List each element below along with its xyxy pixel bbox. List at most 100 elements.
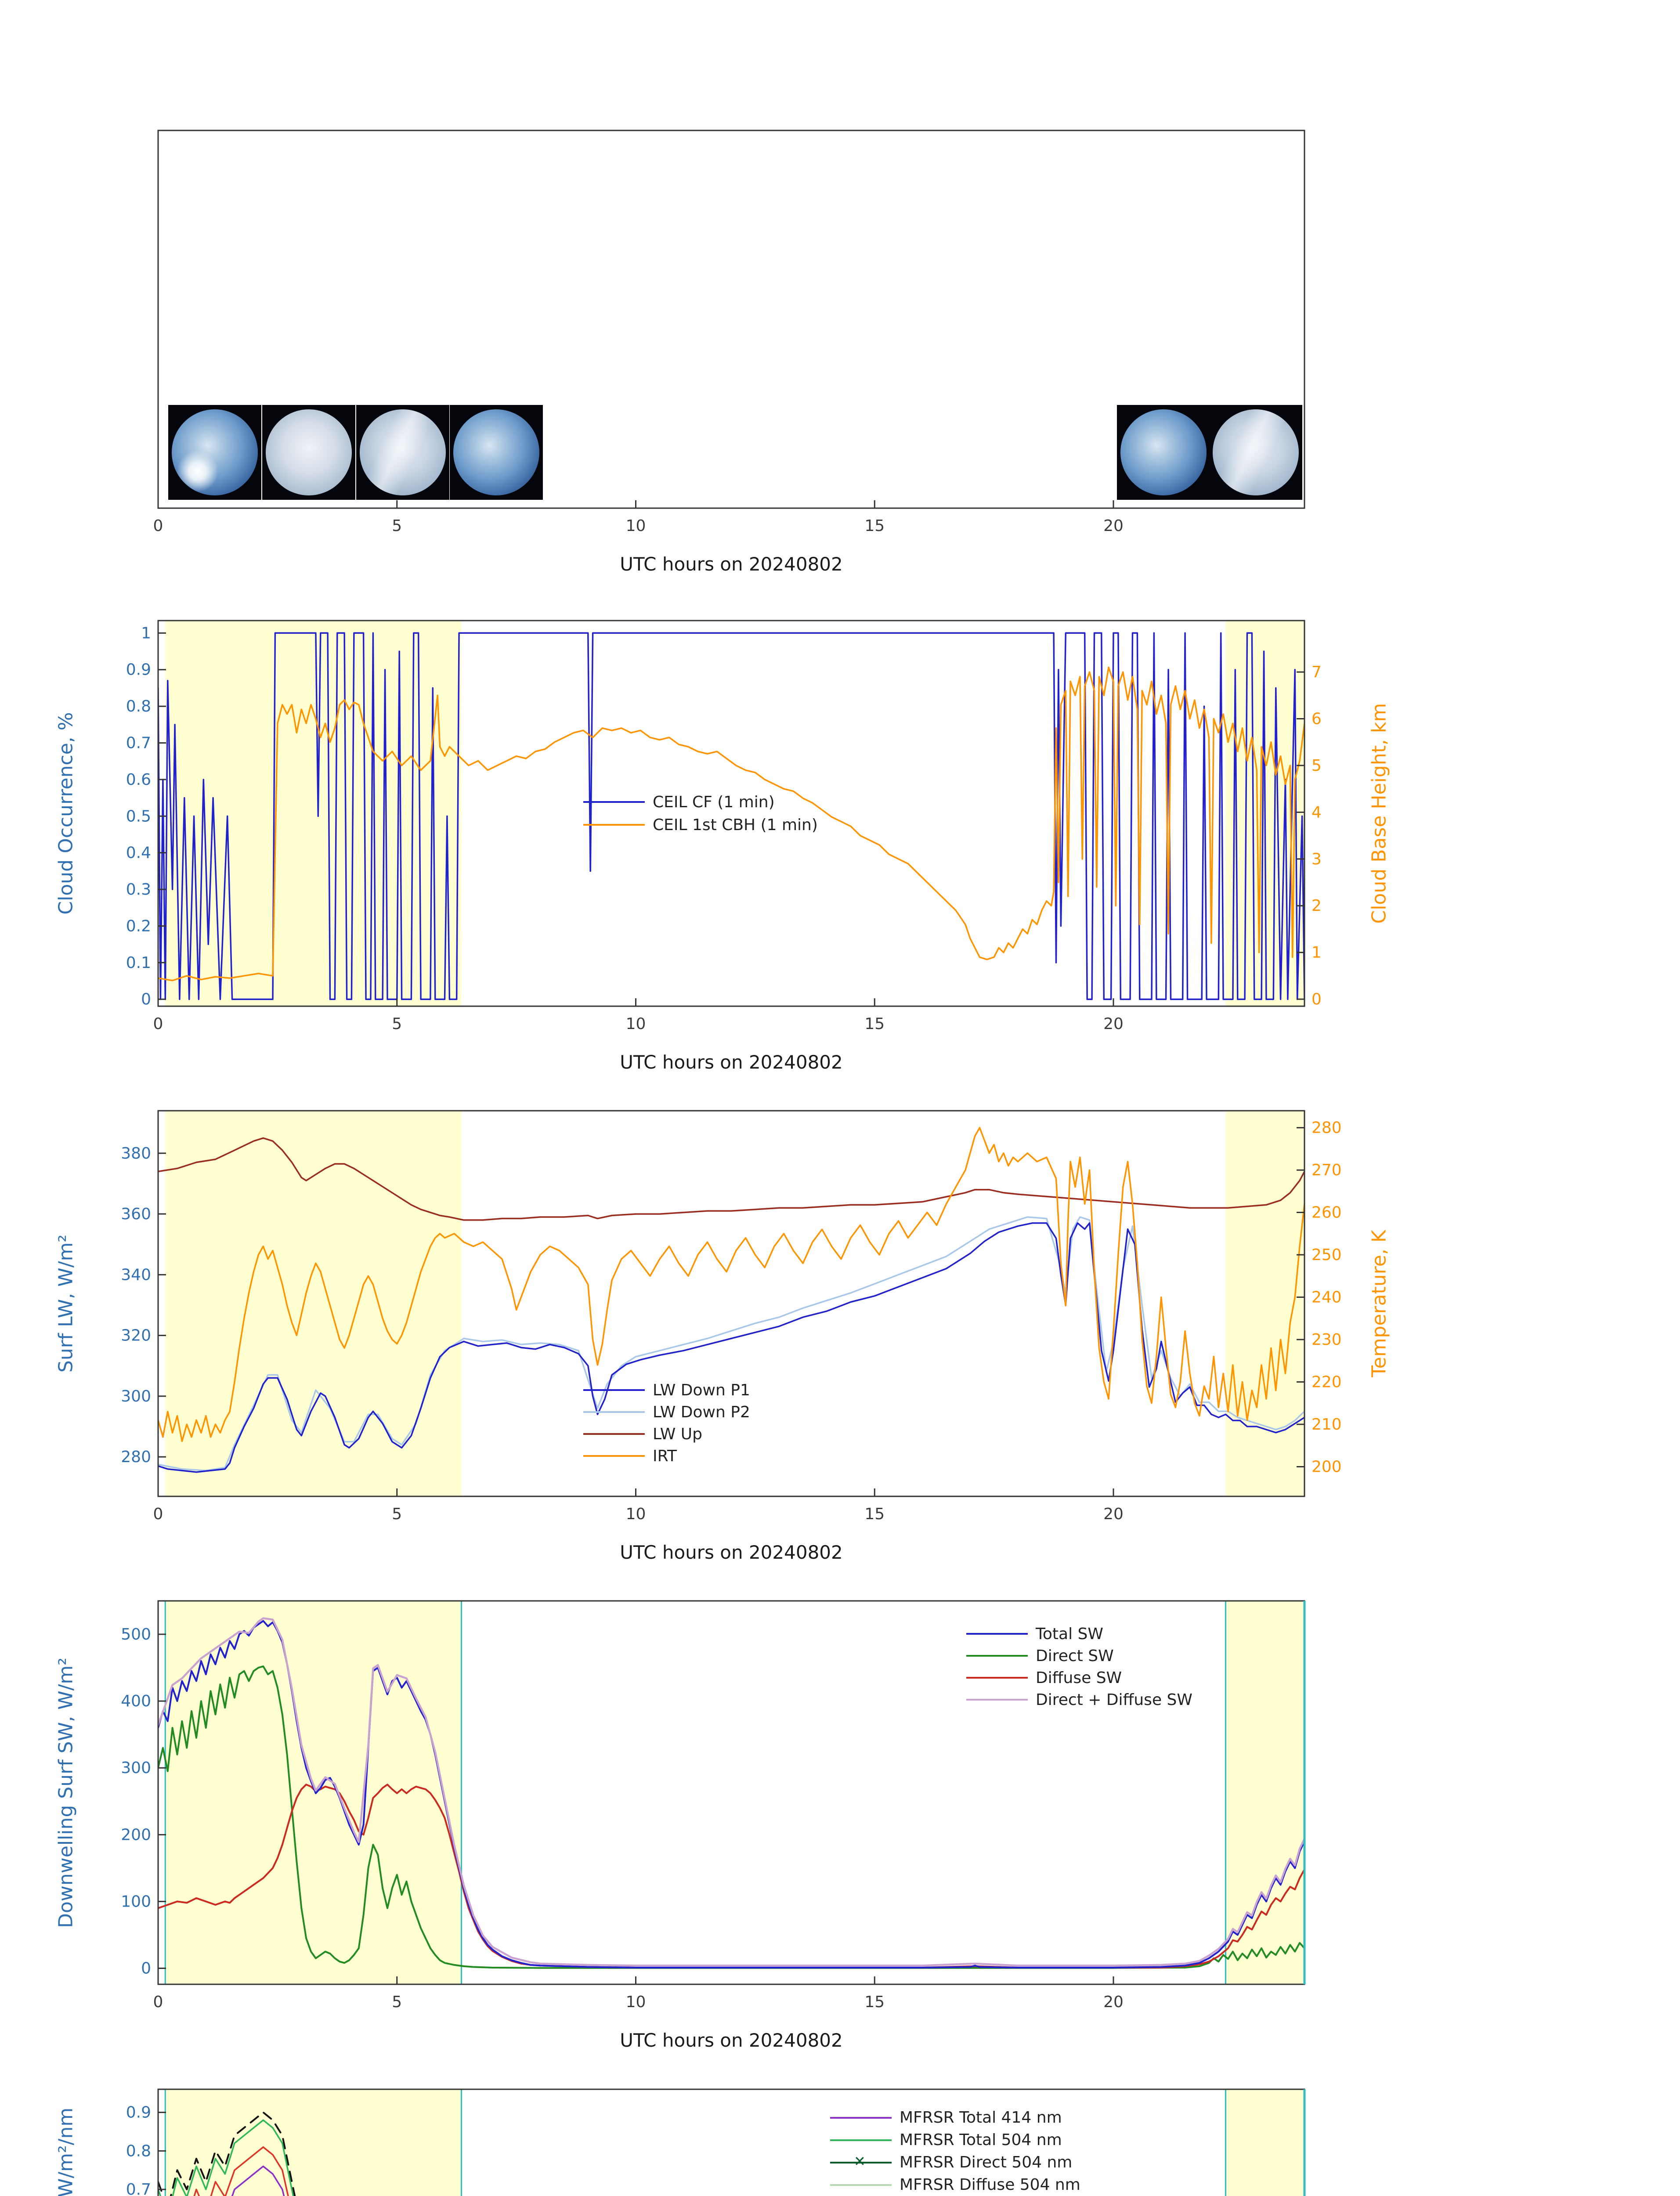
y-axis-label: Downwelling Surf SW, W/m² (54, 1657, 77, 1928)
x-tick-label: 10 (626, 517, 646, 535)
legend-line-sample (966, 1633, 1028, 1635)
y2-tick-label: 7 (1311, 663, 1322, 681)
x-tick-label: 10 (626, 1015, 646, 1033)
x-axis-label: UTC hours on 20240802 (620, 2030, 843, 2051)
legend-label: Diffuse SW (1036, 1669, 1122, 1687)
daylight-shade-band (1225, 1601, 1304, 1984)
legend-label: Direct SW (1036, 1647, 1114, 1665)
plot-box (157, 620, 1305, 1007)
legend-label: Total SW (1036, 1625, 1103, 1643)
x-tick-label: 15 (864, 517, 885, 535)
y-tick-label: 360 (121, 1205, 151, 1223)
y-tick-label: 340 (121, 1266, 151, 1284)
legend-line-sample (583, 1433, 645, 1435)
x-tick-label: 5 (392, 1505, 402, 1523)
y-tick-label: 320 (121, 1327, 151, 1345)
y2-tick-label: 250 (1311, 1246, 1342, 1264)
legend-line-sample (830, 2139, 892, 2141)
series-direct-diffuse-sw (158, 1617, 1304, 1967)
legend-entry: Direct + Diffuse SW (966, 1689, 1192, 1711)
legend-entry: Total SW (966, 1623, 1192, 1645)
y-tick-label: 300 (121, 1759, 151, 1777)
legend-entry: ✕ MFRSR Direct 504 nm (830, 2151, 1141, 2174)
x-tick-label: 5 (392, 1993, 402, 2011)
x-tick-label: 15 (864, 1993, 885, 2011)
sky-images-plot: 0 5 10 15 20 (153, 130, 1305, 535)
legend: CEIL CF (1 min) CEIL 1st CBH (1 min) (583, 791, 818, 836)
legend-line-sample (583, 1389, 645, 1391)
y-tick-label: 0 (141, 990, 151, 1008)
series-lw-up (158, 1137, 1304, 1221)
sky-camera-image (262, 405, 356, 500)
panel-surface-longwave: 0 5 10 15 20 280 300 320 340 360 380 200 210 220 230 24… (0, 1080, 1680, 1573)
y-tick-label: 0.3 (126, 881, 151, 899)
x-tick-label: 15 (864, 1015, 885, 1033)
plot-box (157, 2088, 1305, 2196)
legend-label: CEIL 1st CBH (1 min) (653, 816, 818, 834)
y2-tick-label: 240 (1311, 1289, 1342, 1307)
y-tick-label: 0.2 (126, 917, 151, 935)
y-tick-label: 0.5 (126, 807, 151, 825)
x-tick-label: 20 (1103, 1993, 1124, 2011)
y-tick-label: 100 (121, 1893, 151, 1911)
x-tick-label: 10 (626, 1993, 646, 2011)
series-mfrsr-direct-diffuse-504-nm (158, 2111, 296, 2196)
legend-label: MFRSR Direct 504 nm (900, 2153, 1073, 2171)
sky-camera-image (1116, 405, 1210, 500)
legend-label: IRT (653, 1447, 677, 1465)
y2-tick-label: 280 (1311, 1119, 1342, 1137)
legend-entry: IRT (583, 1445, 750, 1467)
y2-tick-label: 0 (1311, 990, 1322, 1008)
x-tick-label: 0 (153, 517, 163, 535)
legend-label: MFRSR Diffuse 504 nm (900, 2176, 1080, 2194)
legend-entry: Diffuse SW (966, 1667, 1192, 1689)
y2-tick-label: 1 (1311, 944, 1322, 962)
legend-line-sample (830, 2184, 892, 2186)
sky-camera-image (356, 405, 450, 500)
legend-line-sample (583, 824, 645, 826)
x-axis-label: UTC hours on 20240802 (620, 1542, 843, 1563)
legend-label: LW Down P2 (653, 1403, 750, 1421)
y-tick-label: 280 (121, 1448, 151, 1466)
panel-cloud-occurrence: 0 5 10 15 20 0 0.1 0.2 0.3 0.4 0.5 0.6 0.7 0.8 0.9 1 0 1 2… (0, 590, 1680, 1083)
y-tick-label: 1 (141, 624, 151, 642)
y-axis-label: Cloud Occurrence, % (54, 712, 77, 915)
y-axis-label: Surf LW, W/m² (54, 1234, 77, 1373)
legend-line-sample (583, 801, 645, 803)
y-tick-label: 0.1 (126, 954, 151, 972)
x-tick-label: 0 (153, 1993, 163, 2011)
daylight-shade-band (165, 2089, 462, 2196)
y-tick-label: 300 (121, 1387, 151, 1405)
legend-label: CEIL CF (1 min) (653, 793, 775, 811)
legend-line-sample (583, 1455, 645, 1457)
legend-entry: MFRSR Total 504 nm (830, 2129, 1141, 2151)
y2-tick-label: 2 (1311, 897, 1322, 915)
series-direct-sw (158, 1665, 1304, 1969)
y2-tick-label: 4 (1311, 803, 1322, 821)
cloud-occurrence-plot: 0 5 10 15 2000.10.20.30.40.50.60.70.80.91012… (126, 620, 1322, 1033)
plot-box (157, 130, 1305, 509)
legend-label: MFRSR Total 504 nm (900, 2131, 1062, 2149)
y-tick-label: 0.8 (126, 697, 151, 715)
y-tick-label: 380 (121, 1145, 151, 1163)
y-tick-label: 0.4 (126, 844, 151, 862)
series-ceil-1st-cbh-1-min (158, 666, 1304, 982)
series-mfrsr-total-504-nm (158, 2119, 294, 2196)
y2-tick-label: 6 (1311, 710, 1322, 728)
legend-label: Direct + Diffuse SW (1036, 1690, 1192, 1709)
x-axis-label: UTC hours on 20240802 (620, 1051, 843, 1073)
x-axis-label: UTC hours on 20240802 (620, 553, 843, 575)
series-mfrsr-total-674-nm (193, 2146, 289, 2196)
y2-tick-label: 220 (1311, 1373, 1342, 1391)
y-tick-label: 0.9 (126, 661, 151, 679)
x-tick-label: 20 (1103, 1015, 1124, 1033)
legend: LW Down P1 LW Down P2 LW Up IRT (583, 1379, 750, 1467)
y-tick-label: 0.7 (126, 734, 151, 752)
y-tick-label: 0.8 (126, 2142, 151, 2160)
x-tick-label: 5 (392, 517, 402, 535)
x-tick-label: 20 (1103, 517, 1124, 535)
y2-tick-label: 230 (1311, 1331, 1342, 1349)
y-tick-label: 0.7 (126, 2181, 151, 2196)
